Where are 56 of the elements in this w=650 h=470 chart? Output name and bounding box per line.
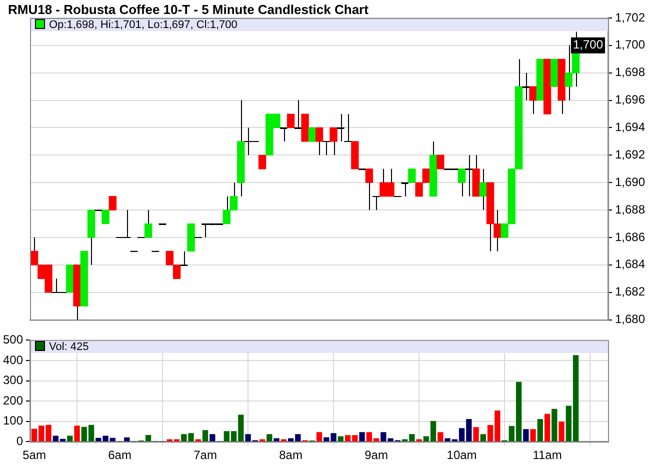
x-tick-label: 10am (446, 448, 477, 462)
x-tick-label: 9am (364, 448, 388, 462)
candlestick (308, 127, 316, 142)
bar (316, 432, 322, 442)
y-tick-label: 1,696 (615, 92, 646, 107)
y-tick-label: 1,688 (615, 202, 646, 216)
y-tick-label: 1,702 (615, 10, 646, 24)
x-tick-label: 5am (22, 448, 46, 462)
y-tick-label: 100 (2, 414, 24, 428)
y-tick-label: 1,692 (615, 147, 646, 162)
y-tick-label: 400 (2, 352, 24, 367)
candlestick (258, 154, 266, 170)
bar (480, 434, 486, 442)
bar (438, 432, 444, 442)
header-strip: Vol: 425 (31, 341, 608, 354)
bar (124, 437, 130, 442)
candlestick (344, 114, 352, 142)
bar (552, 408, 558, 442)
candlestick (108, 196, 116, 210)
y-tick-label: 300 (2, 373, 24, 388)
bar (473, 427, 479, 442)
bar (202, 430, 208, 442)
bar (274, 438, 280, 442)
bar (537, 418, 543, 442)
bar (210, 434, 216, 442)
bar (544, 414, 550, 442)
chart-title: RMU18 - Robusta Coffee 10-T - 5 Minute Candlestick Chart (8, 2, 368, 17)
x-tick-label: 11am (532, 448, 562, 462)
bar (359, 432, 365, 442)
y-tick-label: 1,686 (615, 230, 646, 244)
annotation: 1,700 (572, 38, 604, 52)
x-tick-label: 6am (108, 448, 132, 462)
y-tick-label: 1,684 (615, 257, 646, 272)
header-strip: Op:1,698, Hi:1,701, Lo:1,697, Cl:1,700 (31, 19, 608, 31)
y-tick-label: 0 (16, 434, 24, 448)
x-tick-label: 7am (194, 448, 217, 462)
y-tick-label: 1,682 (615, 284, 646, 299)
y-tick-label: 200 (2, 393, 24, 408)
bar (530, 429, 536, 442)
bar (266, 434, 272, 442)
bar (74, 426, 80, 442)
y-tick-label: 1,690 (615, 174, 646, 189)
y-tick-label: 1,698 (615, 65, 646, 80)
bar (558, 422, 564, 442)
x-tick-label: 8am (279, 448, 302, 462)
y-tick-label: 1,680 (615, 312, 646, 326)
y-tick-label: 1,700 (615, 38, 646, 52)
candlestick (286, 114, 295, 128)
bar (67, 436, 73, 442)
candlestick (436, 154, 444, 170)
bar (338, 436, 344, 442)
candlestick (372, 196, 380, 211)
candlestick (102, 210, 110, 224)
bar (523, 429, 529, 442)
y-tick-label: 500 (2, 332, 24, 347)
y-tick-label: 1,694 (615, 120, 646, 134)
